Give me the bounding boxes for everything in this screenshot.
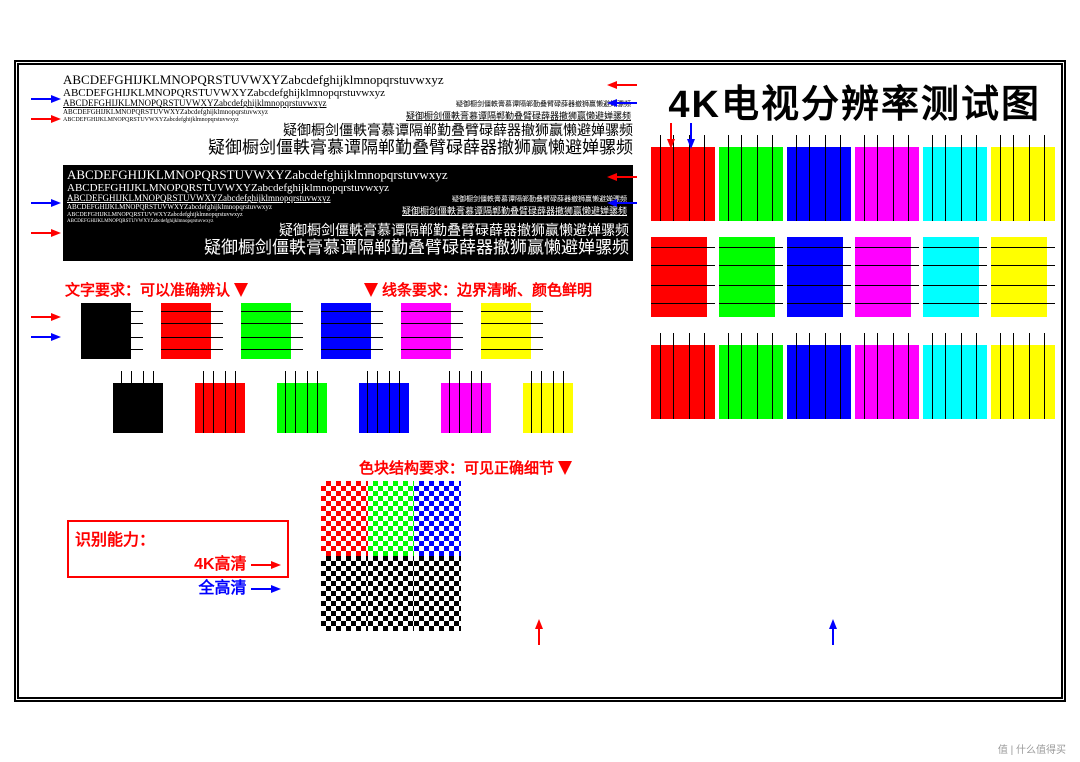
- block-req-label: 色块结构要求：可见正确细节: [359, 457, 572, 478]
- rgrid-cell: [991, 237, 1055, 317]
- triangle-down-icon: [364, 283, 378, 297]
- triangle-down-icon: [234, 283, 248, 297]
- rgrid-cell: [787, 237, 851, 317]
- rgrid-cell: [855, 333, 919, 419]
- vline-row: [113, 371, 573, 433]
- rgrid-cell: [855, 237, 919, 317]
- vline-swatch: [277, 371, 327, 433]
- rgrid-cell: [719, 135, 783, 221]
- right-vline-grid: [651, 135, 1055, 225]
- cjk-line: 疑御橱剑僵軼膏慕谭隔郸勤叠臂碌薛器撤狮赢懒避婵骡频: [402, 204, 627, 217]
- detail-cell: [414, 481, 461, 556]
- cjk-line: 疑御橱剑僵軼膏慕谭隔郸勤叠臂碌薛器撤狮赢懒避婵骡频: [63, 139, 633, 158]
- watermark: 值 | 什么值得买: [998, 741, 1066, 756]
- cjk-line: 疑御橱剑僵軼膏慕谭隔郸勤叠臂碌薛器撤狮赢懒避婵骡频: [63, 124, 633, 139]
- chart-title: 4K电视分辨率测试图: [668, 73, 1041, 128]
- test-chart-frame: 4K电视分辨率测试图 ABCDEFGHIJKLMNOPQRSTUVWXYZabc…: [14, 60, 1066, 702]
- rgrid-cell: [991, 333, 1055, 419]
- legend-fhd: 全高清: [199, 580, 247, 597]
- rgrid-cell: [719, 237, 783, 317]
- rgrid-cell: [719, 333, 783, 419]
- text-req-label: 文字要求：可以准确辨认: [65, 279, 248, 300]
- cjk-line: 疑御橱剑僵軼膏慕谭隔郸勤叠臂碌薛器撤狮赢懒避婵骡频: [406, 109, 631, 122]
- ascii-line: ABCDEFGHIJKLMNOPQRSTUVWXYZabcdefghijklmn…: [63, 73, 633, 87]
- rgrid-cell: [651, 135, 715, 221]
- vline-swatch: [113, 371, 163, 433]
- detail-cell: [368, 481, 415, 556]
- vline-swatch: [359, 371, 409, 433]
- rgrid-cell: [787, 333, 851, 419]
- hline-swatch: [481, 303, 543, 359]
- detail-cell: [321, 481, 368, 556]
- cjk-line: 疑御橱剑僵軼膏慕谭隔郸勤叠臂碌薛器撤狮赢懒避婵骡频: [456, 99, 631, 109]
- cjk-line: 疑御橱剑僵軼膏慕谭隔郸勤叠臂碌薛器撤狮赢懒避婵骡频: [67, 239, 629, 258]
- right-hline-grid: [651, 237, 1055, 321]
- vline-swatch: [523, 371, 573, 433]
- line-req-label: 线条要求：边界清晰、颜色鲜明: [364, 279, 592, 300]
- rgrid-cell: [923, 237, 987, 317]
- text-panel-black: ABCDEFGHIJKLMNOPQRSTUVWXYZabcdefghijklmn…: [63, 165, 633, 261]
- legend-box: 识别能力： 4K高清 全高清: [67, 520, 289, 578]
- hline-swatch: [161, 303, 223, 359]
- text-panel-white: ABCDEFGHIJKLMNOPQRSTUVWXYZabcdefghijklmn…: [63, 73, 633, 158]
- ascii-line: ABCDEFGHIJKLMNOPQRSTUVWXYZabcdefghijklmn…: [67, 168, 629, 182]
- hline-swatch: [401, 303, 463, 359]
- detail-cell: [321, 556, 368, 631]
- triangle-down-icon: [558, 461, 572, 475]
- rgrid-cell: [855, 135, 919, 221]
- rgrid-cell: [787, 135, 851, 221]
- hline-swatch: [241, 303, 303, 359]
- hline-swatch: [321, 303, 383, 359]
- detail-grid: [321, 481, 461, 631]
- rgrid-cell: [991, 135, 1055, 221]
- vline-swatch: [195, 371, 245, 433]
- detail-cell: [368, 556, 415, 631]
- hline-swatch: [81, 303, 143, 359]
- detail-cell: [414, 556, 461, 631]
- hline-row: [81, 303, 543, 359]
- legend-4k: 4K高清: [194, 556, 246, 573]
- right-vline-grid-2: [651, 333, 1055, 423]
- vline-swatch: [441, 371, 491, 433]
- rgrid-cell: [923, 333, 987, 419]
- rgrid-cell: [651, 333, 715, 419]
- cjk-line: 疑御橱剑僵軼膏慕谭隔郸勤叠臂碌薛器撤狮赢懒避婵骡频: [452, 194, 627, 204]
- rgrid-cell: [651, 237, 715, 317]
- legend-title: 识别能力：: [75, 532, 155, 549]
- rgrid-cell: [923, 135, 987, 221]
